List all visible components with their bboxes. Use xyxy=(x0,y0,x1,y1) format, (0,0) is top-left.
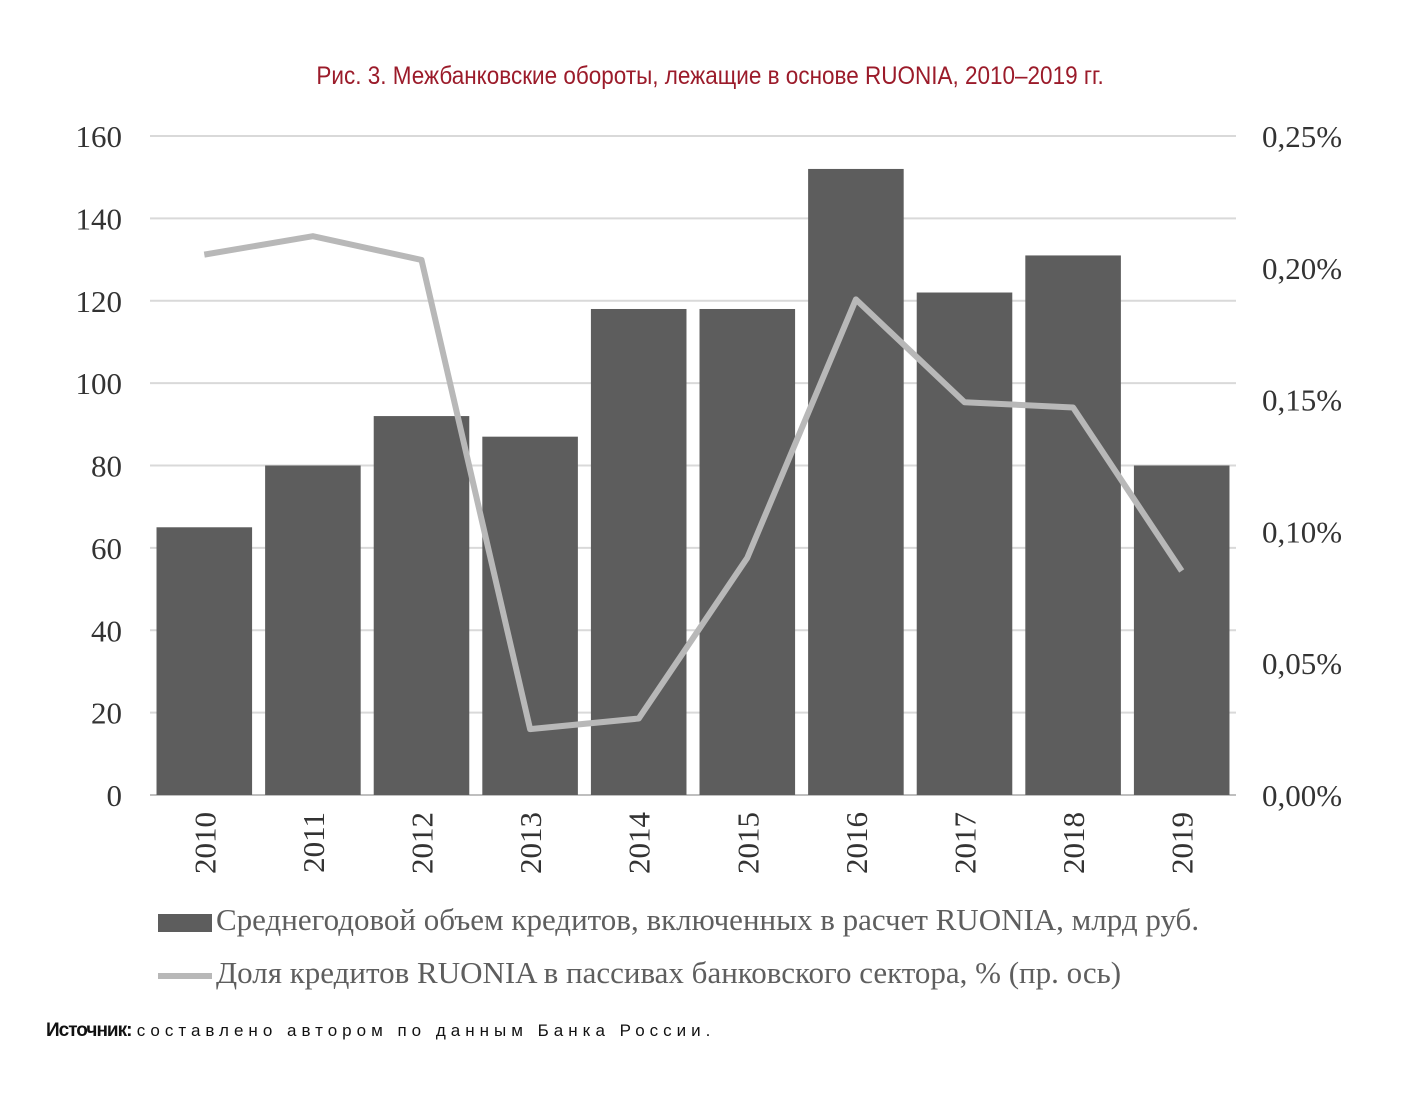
left-tick-label: 0 xyxy=(107,778,123,813)
left-tick-label: 140 xyxy=(76,201,123,236)
legend-bar-swatch xyxy=(158,913,212,932)
category-label: 2013 xyxy=(513,812,548,874)
bar xyxy=(916,292,1013,795)
left-tick-label: 120 xyxy=(76,284,123,319)
legend-line-swatch xyxy=(158,972,212,979)
left-axis-ticks: 0 20 40 60 80 100 120 140 160 xyxy=(76,119,123,813)
legend-item-bars: Среднегодовой объем кредитов, включенных… xyxy=(158,902,1199,938)
legend-bar-label: Среднегодовой объем кредитов, включенных… xyxy=(216,902,1200,937)
category-label: 2014 xyxy=(622,812,657,875)
left-tick-label: 100 xyxy=(76,366,123,401)
bar xyxy=(265,465,361,795)
category-label: 2018 xyxy=(1056,812,1091,874)
legend-line-label: Доля кредитов RUONIA в пассивах банковск… xyxy=(216,955,1122,990)
combo-chart: 0 20 40 60 80 100 120 140 160 0,00% 0,05% 0,10% 0,1… xyxy=(76,119,1343,875)
right-tick-label: 0,20% xyxy=(1262,251,1342,286)
right-axis-ticks: 0,00% 0,05% 0,10% 0,15% 0,20% 0,25% xyxy=(1262,119,1342,813)
category-labels: 2010 2011 2012 2013 2014 2015 2016 2017 2018 2019 xyxy=(187,812,1199,875)
bar xyxy=(1133,465,1230,795)
bar xyxy=(482,436,578,795)
left-tick-label: 60 xyxy=(91,531,122,566)
source-note: Источник: составлено автором по данным Б… xyxy=(46,1020,715,1042)
category-label: 2016 xyxy=(839,812,874,874)
source-label: Источник: xyxy=(46,1020,132,1041)
bar xyxy=(156,527,253,795)
category-label: 2017 xyxy=(948,812,983,874)
category-label: 2011 xyxy=(296,812,331,873)
bar xyxy=(373,416,470,795)
category-label: 2010 xyxy=(187,812,222,874)
legend-item-line: Доля кредитов RUONIA в пассивах банковск… xyxy=(158,955,1121,991)
left-tick-label: 20 xyxy=(91,696,122,731)
right-tick-label: 0,00% xyxy=(1262,778,1342,813)
chart-title: Рис. 3. Межбанковские обороты, лежащие в… xyxy=(316,62,1104,90)
left-tick-label: 40 xyxy=(91,613,122,648)
category-label: 2015 xyxy=(730,812,765,874)
right-tick-label: 0,05% xyxy=(1262,646,1342,681)
category-label: 2019 xyxy=(1165,812,1200,874)
left-tick-label: 160 xyxy=(76,119,123,154)
source-text: составлено автором по данным Банка Росси… xyxy=(136,1021,716,1040)
bar xyxy=(808,168,904,795)
left-tick-label: 80 xyxy=(91,449,122,484)
bar-series xyxy=(156,168,1230,796)
category-label: 2012 xyxy=(405,812,440,874)
right-tick-label: 0,15% xyxy=(1262,383,1342,418)
line-series xyxy=(203,233,1185,733)
share-line xyxy=(203,233,1185,733)
bar xyxy=(1025,255,1121,796)
right-tick-label: 0,25% xyxy=(1262,119,1342,154)
right-tick-label: 0,10% xyxy=(1262,514,1342,549)
